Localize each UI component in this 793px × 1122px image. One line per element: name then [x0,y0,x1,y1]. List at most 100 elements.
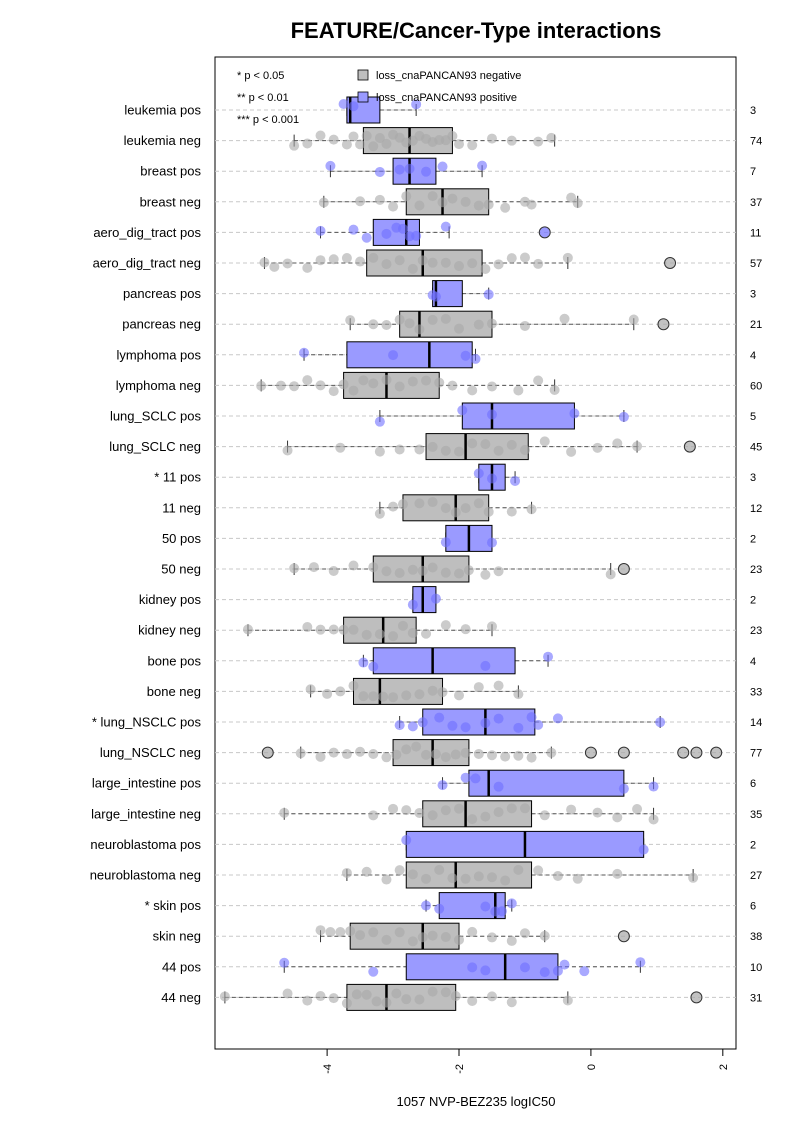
data-point [486,381,497,392]
data-point [612,812,623,823]
data-point [500,202,511,213]
data-point [335,926,346,937]
row-label: large_intestine neg [91,806,201,821]
data-point [533,258,544,269]
row-label: 44 neg [161,990,201,1005]
data-point [566,446,577,457]
data-point [506,898,517,909]
data-point [467,814,478,825]
outlier-point [683,440,696,453]
legend-swatch-negative [357,69,369,81]
data-point [688,872,699,883]
data-point [275,380,286,391]
data-point [388,201,399,212]
data-point [411,99,422,110]
count-label: 31 [750,992,762,1004]
data-point [473,748,484,759]
count-label: 74 [750,136,762,148]
data-point [562,995,573,1006]
data-point [374,166,385,177]
row-label: kidney pos [139,592,202,607]
data-point [414,324,425,335]
data-point [437,161,448,172]
data-point [539,810,550,821]
data-point [328,993,339,1004]
data-point [427,562,438,573]
data-point [348,224,359,235]
count-label: 33 [750,686,762,698]
data-point [566,804,577,815]
data-point [341,867,352,878]
data-point [454,139,465,150]
data-point [440,537,451,548]
data-point [282,988,293,999]
data-point [450,991,461,1002]
data-point [486,621,497,632]
data-point [513,385,524,396]
data-point [632,441,643,452]
data-point [355,746,366,757]
data-point [506,506,517,517]
data-point [348,560,359,571]
data-point [440,620,451,631]
data-point [391,988,402,999]
data-point [256,380,267,391]
outlier-point [261,746,274,759]
data-point [440,313,451,324]
box [372,647,516,675]
data-point [414,994,425,1005]
data-point [447,720,458,731]
data-point [628,314,639,325]
data-point [506,997,517,1008]
data-point [427,685,438,696]
data-point [434,864,445,875]
data-point [510,475,521,486]
data-point [486,537,497,548]
outlier-point [657,318,670,331]
data-point [473,871,484,882]
data-point [460,722,471,733]
data-point [467,385,478,396]
data-point [483,289,494,300]
data-point [219,991,230,1002]
data-point [368,810,379,821]
data-point [467,962,478,973]
data-point [315,225,326,236]
data-point [381,138,392,149]
count-label: 23 [750,564,762,576]
significance-legend: * p < 0.05 ** p < 0.01 *** p < 0.001 [237,70,299,126]
data-point [381,874,392,885]
data-point [569,408,580,419]
data-point [397,620,408,631]
data-point [328,134,339,145]
data-point [388,501,399,512]
data-point [374,629,385,640]
data-point [371,996,382,1007]
significance-legend-entry: * p < 0.05 [237,70,284,82]
data-point [414,200,425,211]
data-point [473,682,484,693]
data-point [394,720,405,731]
data-point [394,255,405,266]
data-point [325,160,336,171]
data-point [473,468,484,479]
data-point [328,565,339,576]
count-label: 7 [750,166,756,178]
data-point [450,507,461,518]
data-point [486,991,497,1002]
x-tick-label: -4 [322,1064,334,1074]
data-point [417,717,428,728]
data-point [467,140,478,151]
row-label: 50 pos [162,531,202,546]
data-point [401,690,412,701]
data-point [513,864,524,875]
data-point [454,690,465,701]
data-point [315,380,326,391]
data-point [289,563,300,574]
data-point [480,901,491,912]
data-point [513,750,524,761]
data-point [427,930,438,941]
data-point [440,932,451,943]
data-point [421,873,432,884]
